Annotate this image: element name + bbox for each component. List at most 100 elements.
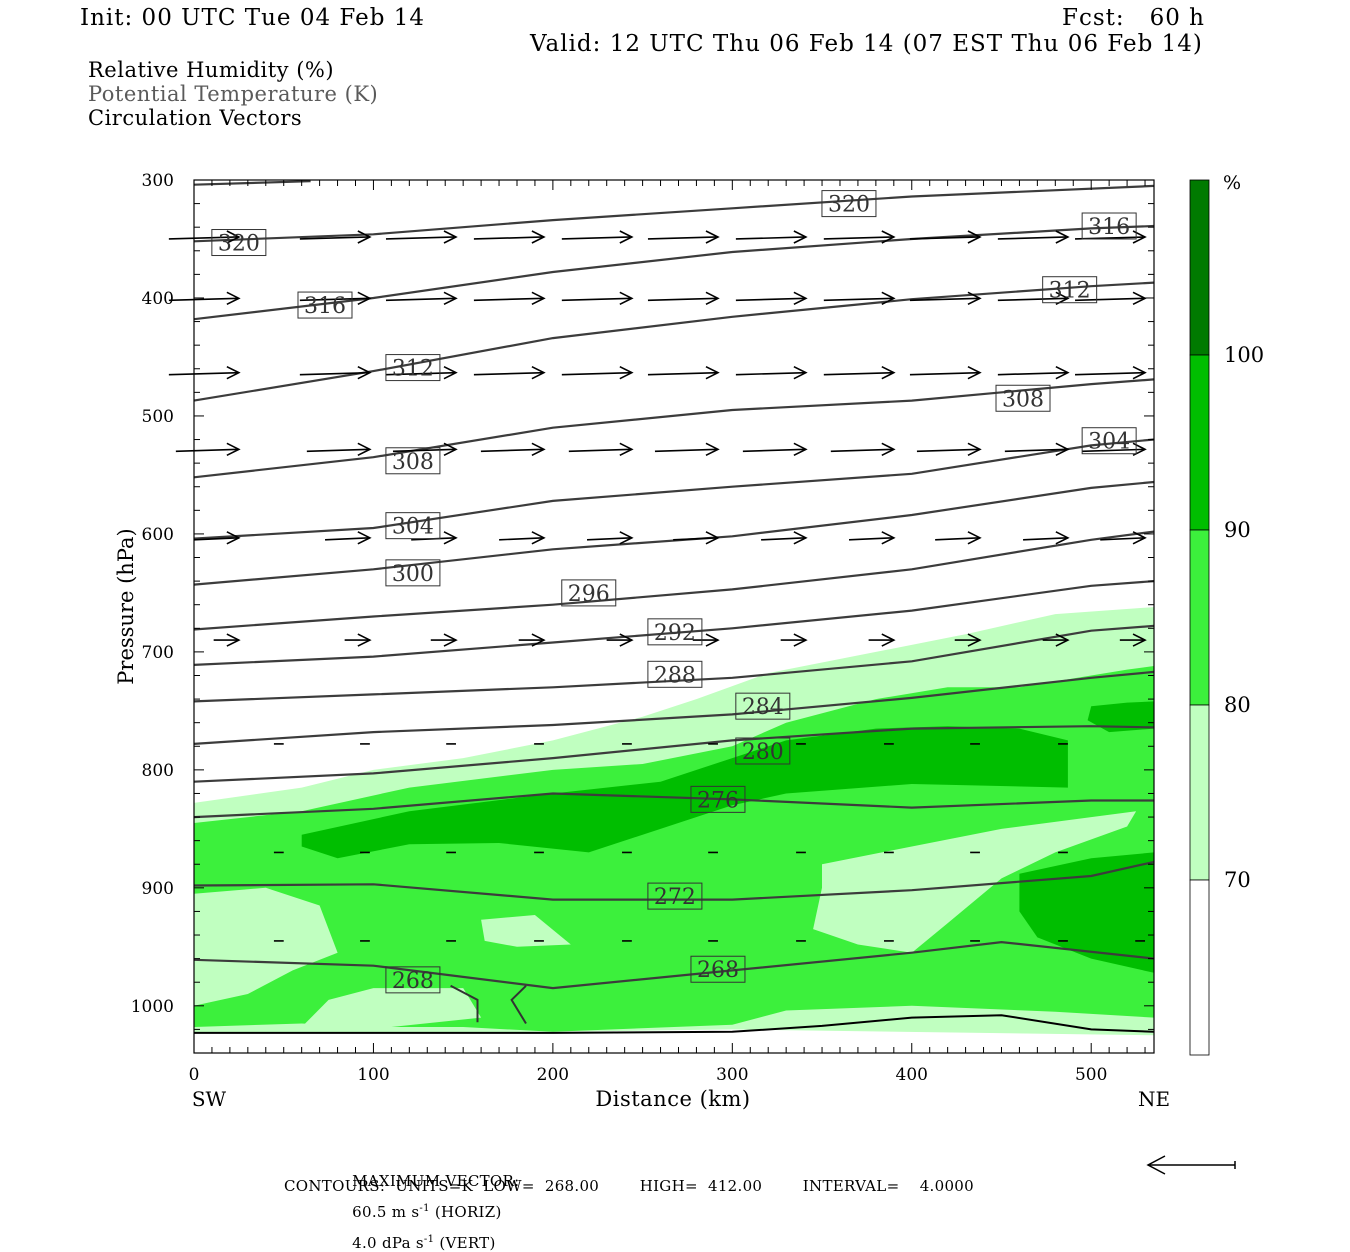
isentrope-268 bbox=[193, 940, 1155, 990]
vector-head bbox=[443, 531, 458, 545]
vector-head bbox=[705, 291, 720, 306]
rh-70-pocket-surface bbox=[301, 988, 482, 1027]
vector-shaft bbox=[997, 371, 1068, 376]
vector-arrow bbox=[392, 442, 458, 457]
vector-arrow bbox=[473, 230, 546, 244]
contour-label-box bbox=[735, 692, 791, 720]
vector-arrow bbox=[916, 442, 982, 457]
x-tick-label: 500 bbox=[1075, 1065, 1107, 1085]
vector-head bbox=[705, 633, 720, 647]
contour-label-box bbox=[297, 291, 353, 319]
vector-head bbox=[357, 365, 372, 380]
vector-shaft bbox=[499, 537, 544, 541]
contour-label-text: 296 bbox=[568, 582, 610, 607]
contour-label: 292 bbox=[647, 618, 703, 646]
vector-shaft bbox=[299, 371, 370, 376]
vector-head bbox=[531, 230, 546, 244]
rh-90-region-ne bbox=[1019, 852, 1154, 973]
vector-shaft bbox=[586, 537, 632, 541]
contour-label-text: 304 bbox=[1088, 430, 1130, 455]
vector-arrow bbox=[647, 230, 720, 244]
contour-label-box bbox=[385, 559, 441, 587]
vector-arrow bbox=[1100, 531, 1147, 545]
vector-head bbox=[619, 365, 634, 380]
vector-head bbox=[357, 442, 372, 457]
contour-label-box bbox=[385, 447, 441, 475]
contour-label-text: 300 bbox=[392, 562, 434, 587]
vector-head bbox=[793, 291, 808, 306]
vector-head bbox=[881, 291, 896, 306]
vector-arrow bbox=[175, 442, 241, 457]
vector-arrow bbox=[168, 365, 241, 380]
contour-label: 308 bbox=[385, 447, 441, 475]
valid-time: Valid: 12 UTC Thu 06 Feb 14 (07 EST Thu … bbox=[530, 31, 1203, 57]
vector-shaft bbox=[997, 236, 1068, 240]
y-tick-label: 700 bbox=[142, 643, 174, 663]
colorbar-segment bbox=[1189, 529, 1210, 706]
vector-arrow bbox=[909, 365, 982, 380]
y-tick-label: 800 bbox=[142, 761, 174, 781]
vector-arrow bbox=[325, 531, 372, 545]
colorbar-segment bbox=[1189, 179, 1210, 356]
isentrope-284 bbox=[193, 670, 1155, 745]
vector-shaft bbox=[561, 297, 632, 302]
vector-head bbox=[881, 633, 896, 647]
circulation-vectors bbox=[168, 230, 1147, 942]
vector-arrow bbox=[848, 531, 896, 545]
vector-head bbox=[793, 442, 808, 457]
vector-shaft bbox=[561, 236, 632, 240]
contour-label-text: 316 bbox=[1088, 215, 1130, 240]
vector-shaft bbox=[647, 236, 718, 240]
vector-head bbox=[531, 633, 546, 647]
y-tick-label: 500 bbox=[142, 407, 174, 427]
isentrope-324 bbox=[193, 180, 311, 186]
contour-label: 268 bbox=[385, 966, 441, 994]
vector-shaft bbox=[1075, 297, 1146, 302]
vector-head bbox=[357, 531, 372, 545]
rh-90-region-ne-upper bbox=[1087, 701, 1154, 733]
vector-arrow bbox=[823, 365, 896, 380]
vector-head bbox=[881, 442, 896, 457]
isentrope-280 bbox=[193, 725, 1155, 783]
vector-shaft bbox=[997, 297, 1068, 302]
contour-label-box bbox=[735, 737, 791, 765]
vector-arrow bbox=[935, 531, 982, 545]
vector-head bbox=[443, 633, 458, 647]
vector-shaft bbox=[168, 236, 239, 240]
vector-arrow bbox=[606, 633, 634, 647]
vector-shaft bbox=[568, 448, 632, 453]
reference-vector-arrow bbox=[1146, 1155, 1236, 1175]
vector-head bbox=[793, 531, 808, 545]
contour-label-box bbox=[647, 660, 703, 688]
contour-info: CONTOURS: UNITS=K LOW= 268.00 HIGH= 412.… bbox=[284, 1177, 974, 1195]
vector-arrow bbox=[654, 442, 720, 457]
terrain-line bbox=[194, 1014, 1155, 1034]
vector-arrow bbox=[830, 442, 896, 457]
isentrope-316 bbox=[193, 224, 1155, 321]
vector-shaft bbox=[392, 448, 457, 453]
max-vector-title: MAXIMUM VECTOR: bbox=[352, 1172, 520, 1190]
vector-arrow bbox=[1042, 633, 1070, 647]
contour-label: 296 bbox=[561, 579, 617, 607]
vector-head bbox=[531, 442, 546, 457]
vector-shaft bbox=[325, 537, 370, 541]
contour-label-text: 308 bbox=[392, 450, 434, 475]
x-tick-label: 300 bbox=[716, 1065, 748, 1085]
isentrope-308 bbox=[193, 378, 1155, 479]
vector-head bbox=[619, 633, 634, 647]
init-time: Init: 00 UTC Tue 04 Feb 14 bbox=[80, 5, 426, 31]
x-tick-label: 200 bbox=[537, 1065, 569, 1085]
plot-frame bbox=[193, 179, 1155, 1054]
plot-axes: 0 100 200 300 400 500 300 400 500 600 700 800 900 100… bbox=[114, 171, 1170, 1111]
contour-label: 320 bbox=[211, 229, 267, 257]
vector-head bbox=[619, 230, 634, 244]
cross-section-chart: 320 320 316 316 312 312 308 308 304 304 300 296 292 2… bbox=[114, 171, 1264, 1175]
vector-arrow bbox=[909, 291, 982, 306]
y-axis-label: Pressure (hPa) bbox=[114, 528, 138, 684]
colorbar-segment bbox=[1189, 354, 1210, 531]
vector-shaft bbox=[848, 537, 894, 541]
vector-head bbox=[619, 442, 634, 457]
contour-label-box bbox=[385, 512, 441, 540]
vector-head bbox=[967, 531, 982, 545]
vector-head bbox=[967, 442, 982, 457]
